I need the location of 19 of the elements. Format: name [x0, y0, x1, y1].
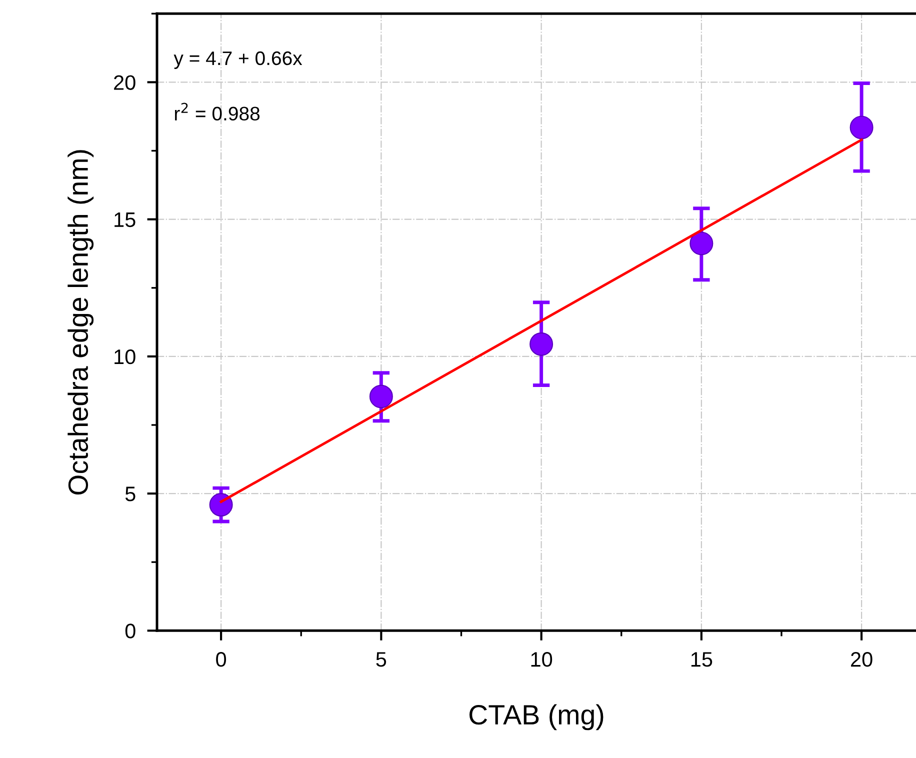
point [369, 384, 393, 408]
y-tick-label: 20 [114, 75, 136, 90]
annotation: r$^{2}$ = 0.988 [174, 102, 260, 121]
point [209, 493, 233, 517]
x-tick-label: 15 [691, 652, 712, 667]
point [690, 232, 714, 256]
x-tick-label: 10 [531, 652, 552, 667]
x-tick-label: 0 [216, 652, 226, 667]
point [530, 332, 554, 356]
point [850, 116, 874, 140]
y-tick-label: 5 [125, 486, 136, 502]
y-tick-label: 10 [114, 349, 136, 364]
x-tick-label: 5 [376, 652, 386, 667]
x-axis-title: CTAB (mg) [469, 704, 604, 730]
y-tick-label: 15 [114, 212, 136, 228]
y-axis-title: Octahedra edge length (nm) [68, 150, 94, 495]
annotation: y = 4.7 + 0.66x [174, 51, 302, 69]
x-tick-label: 20 [851, 652, 872, 667]
y-tick-label: 0 [125, 624, 136, 638]
